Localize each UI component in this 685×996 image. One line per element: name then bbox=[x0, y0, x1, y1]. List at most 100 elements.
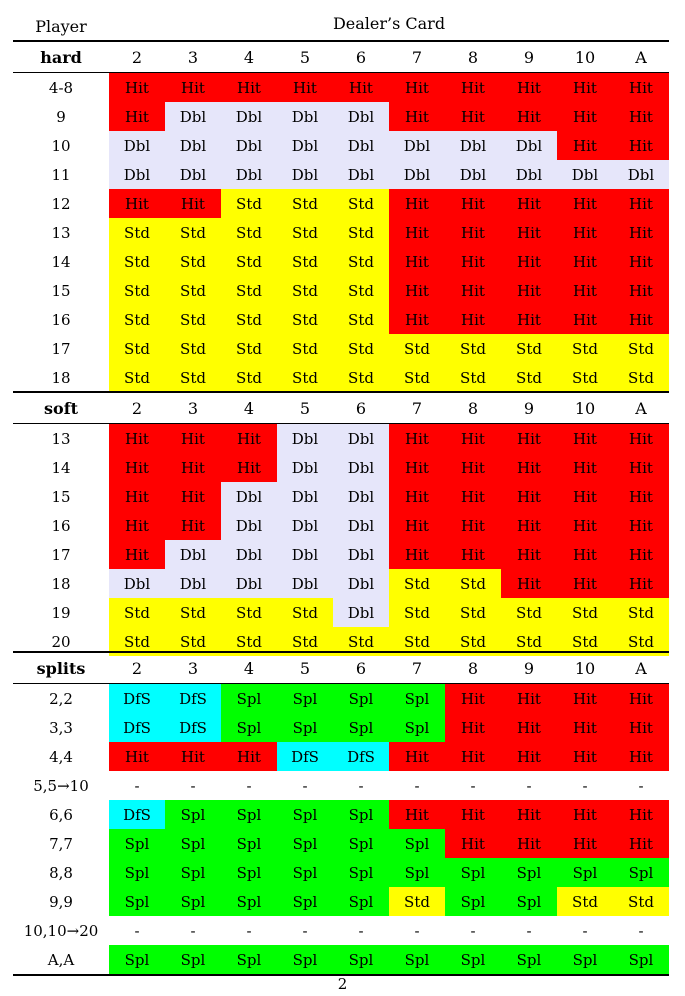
strategy-cell: Spl bbox=[333, 945, 389, 974]
strategy-cell: Hit bbox=[445, 189, 501, 218]
strategy-cell: Dbl bbox=[333, 482, 389, 511]
dealer-card-header: 5 bbox=[299, 47, 311, 67]
strategy-cell: DfS bbox=[109, 713, 165, 742]
strategy-cell: Hit bbox=[613, 189, 669, 218]
strategy-cell: Hit bbox=[389, 540, 445, 569]
strategy-cell: Std bbox=[333, 189, 389, 218]
strategy-cell: Spl bbox=[501, 887, 557, 916]
strategy-cell: Std bbox=[221, 598, 277, 627]
strategy-cell: Hit bbox=[165, 511, 221, 540]
row-label: 13 bbox=[51, 223, 71, 242]
strategy-cell: Hit bbox=[445, 742, 501, 771]
strategy-cell: Std bbox=[333, 218, 389, 247]
strategy-cell: Std bbox=[333, 363, 389, 392]
strategy-cell: - bbox=[165, 771, 221, 800]
strategy-cell: Spl bbox=[165, 887, 221, 916]
strategy-cell: Hit bbox=[221, 453, 277, 482]
strategy-cell: Hit bbox=[109, 540, 165, 569]
dealer-card-header: 2 bbox=[131, 398, 143, 418]
strategy-cell: Spl bbox=[501, 858, 557, 887]
dealer-card-header: 5 bbox=[299, 658, 311, 678]
strategy-cell: Spl bbox=[277, 684, 333, 713]
strategy-cell: Std bbox=[445, 363, 501, 392]
strategy-cell: Hit bbox=[501, 482, 557, 511]
strategy-cell: Hit bbox=[389, 247, 445, 276]
strategy-cell: Spl bbox=[277, 713, 333, 742]
strategy-cell: Hit bbox=[445, 424, 501, 453]
dealer-header: Dealer’s Card bbox=[332, 14, 446, 33]
dealer-card-header: 7 bbox=[411, 47, 423, 67]
dealer-card-header: 3 bbox=[187, 47, 199, 67]
strategy-cell: Hit bbox=[557, 131, 613, 160]
strategy-cell: Spl bbox=[109, 858, 165, 887]
row-label: 12 bbox=[51, 194, 71, 213]
strategy-cell: - bbox=[109, 916, 165, 945]
strategy-cell: Hit bbox=[165, 424, 221, 453]
strategy-cell: Dbl bbox=[221, 511, 277, 540]
strategy-cell: Spl bbox=[389, 829, 445, 858]
strategy-cell: Hit bbox=[501, 305, 557, 334]
strategy-cell: - bbox=[501, 916, 557, 945]
strategy-cell: - bbox=[333, 916, 389, 945]
strategy-cell: Std bbox=[445, 569, 501, 598]
strategy-cell: Hit bbox=[501, 102, 557, 131]
strategy-cell: Hit bbox=[165, 742, 221, 771]
strategy-cell: Hit bbox=[501, 829, 557, 858]
strategy-cell: Dbl bbox=[333, 131, 389, 160]
strategy-cell: Hit bbox=[501, 742, 557, 771]
dealer-card-header: 2 bbox=[131, 47, 143, 67]
strategy-cell: Std bbox=[613, 887, 669, 916]
strategy-cell: Dbl bbox=[445, 160, 501, 189]
strategy-cell: - bbox=[277, 916, 333, 945]
strategy-cell: Std bbox=[165, 247, 221, 276]
dealer-card-header: 7 bbox=[411, 398, 423, 418]
strategy-cell: Dbl bbox=[109, 569, 165, 598]
section-title: hard bbox=[40, 47, 82, 67]
strategy-cell: Dbl bbox=[165, 102, 221, 131]
dealer-card-header: 7 bbox=[411, 658, 423, 678]
strategy-cell: Std bbox=[389, 887, 445, 916]
strategy-cell: Hit bbox=[165, 73, 221, 102]
strategy-cell: Hit bbox=[221, 742, 277, 771]
strategy-cell: Dbl bbox=[333, 511, 389, 540]
strategy-cell: Hit bbox=[389, 305, 445, 334]
strategy-cell: Spl bbox=[277, 858, 333, 887]
strategy-cell: Hit bbox=[501, 424, 557, 453]
strategy-cell: Dbl bbox=[221, 160, 277, 189]
strategy-cell: Spl bbox=[445, 858, 501, 887]
strategy-cell: Spl bbox=[165, 829, 221, 858]
dealer-card-header: 6 bbox=[355, 47, 367, 67]
strategy-cell: Hit bbox=[613, 247, 669, 276]
strategy-cell: Hit bbox=[445, 73, 501, 102]
strategy-cell: - bbox=[277, 771, 333, 800]
strategy-cell: Std bbox=[221, 189, 277, 218]
strategy-cell: - bbox=[613, 771, 669, 800]
row-label: 14 bbox=[51, 458, 71, 477]
strategy-cell: Hit bbox=[221, 73, 277, 102]
row-label: 2,2 bbox=[49, 689, 73, 708]
row-label: 7,7 bbox=[49, 834, 73, 853]
strategy-cell: Spl bbox=[221, 887, 277, 916]
strategy-cell: Std bbox=[221, 334, 277, 363]
row-label: 16 bbox=[51, 516, 71, 535]
strategy-cell: Hit bbox=[389, 800, 445, 829]
strategy-cell: Dbl bbox=[501, 131, 557, 160]
strategy-cell: Hit bbox=[109, 73, 165, 102]
strategy-cell: Spl bbox=[109, 829, 165, 858]
strategy-cell: Std bbox=[277, 218, 333, 247]
dealer-card-header: 10 bbox=[574, 658, 596, 678]
strategy-cell: Dbl bbox=[277, 424, 333, 453]
strategy-cell: Std bbox=[221, 305, 277, 334]
row-label: 18 bbox=[51, 574, 71, 593]
strategy-cell: Std bbox=[389, 334, 445, 363]
strategy-cell: Std bbox=[221, 247, 277, 276]
strategy-cell: Hit bbox=[445, 800, 501, 829]
section-top-rule bbox=[13, 391, 669, 393]
strategy-cell: Dbl bbox=[165, 540, 221, 569]
strategy-cell: Std bbox=[221, 276, 277, 305]
strategy-cell: Hit bbox=[613, 540, 669, 569]
strategy-cell: Spl bbox=[557, 945, 613, 974]
strategy-cell: Dbl bbox=[277, 131, 333, 160]
table-bottom-rule bbox=[13, 974, 669, 976]
